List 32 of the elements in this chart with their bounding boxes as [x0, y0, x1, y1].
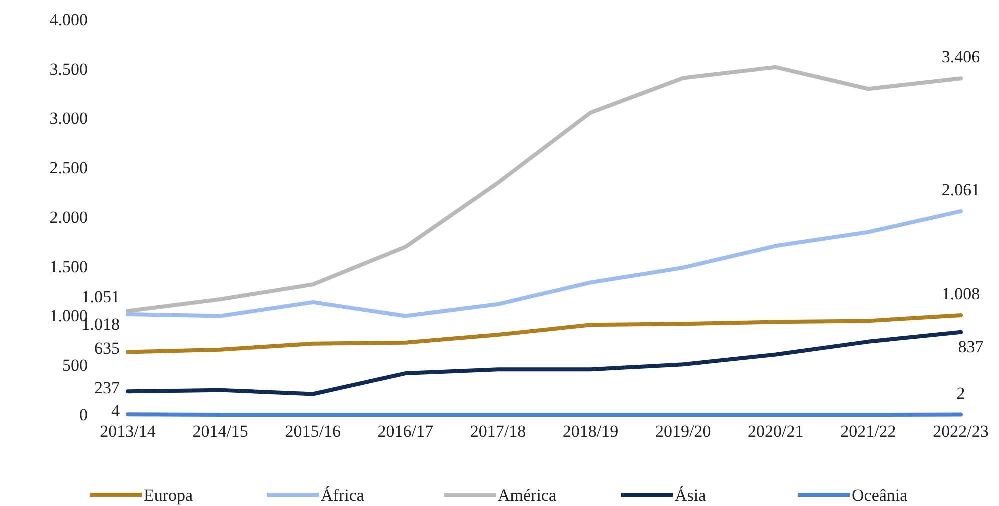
x-tick-label: 2017/18 [470, 422, 526, 442]
y-tick-label: 2.000 [50, 208, 88, 227]
data-label: 2 [956, 384, 966, 403]
y-tick-label: 4.000 [50, 10, 88, 30]
data-label: 1.008 [942, 284, 980, 304]
legend-label: América [498, 486, 557, 505]
y-tick-label: 2.500 [50, 158, 88, 178]
x-tick-label: 2022/23 [933, 422, 989, 442]
data-label: 837 [958, 337, 984, 356]
legend-label: África [321, 486, 365, 505]
x-tick-label: 2018/19 [562, 422, 619, 442]
legend-label: Europa [144, 486, 194, 505]
data-label: 1.051 [82, 288, 120, 307]
legend-label: Ásia [675, 486, 707, 505]
x-tick-label: 2021/22 [840, 422, 896, 442]
y-tick-label: 1.500 [50, 257, 88, 276]
legend-label: Oceânia [852, 486, 908, 505]
y-tick-label: 0 [80, 405, 88, 424]
data-label: 3.406 [942, 48, 980, 67]
data-label: 237 [94, 378, 120, 398]
x-tick-label: 2014/15 [192, 422, 248, 442]
data-label: 635 [94, 338, 120, 358]
data-label: 2.061 [942, 180, 980, 200]
y-tick-label: 3.500 [50, 60, 88, 79]
x-tick-label: 2020/21 [748, 422, 804, 442]
x-tick-label: 2015/16 [285, 422, 341, 442]
x-tick-label: 2016/17 [378, 422, 434, 442]
x-tick-label: 2019/20 [655, 422, 712, 442]
x-tick-label: 2013/14 [100, 422, 156, 442]
y-tick-label: 500 [62, 356, 88, 376]
y-tick-label: 3.000 [50, 109, 88, 128]
data-label: 4 [112, 401, 120, 420]
